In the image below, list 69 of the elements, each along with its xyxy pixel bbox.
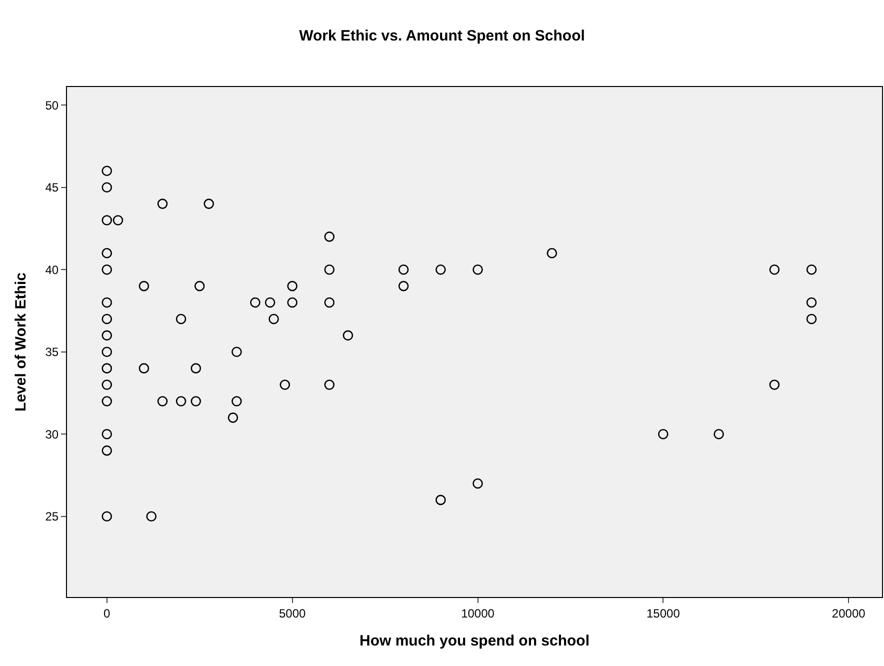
point bbox=[436, 494, 446, 506]
y-tick-label: 35 bbox=[45, 345, 59, 360]
point bbox=[324, 264, 335, 275]
point bbox=[287, 280, 298, 292]
point bbox=[472, 264, 483, 275]
x-tick-label: 0 bbox=[104, 606, 111, 620]
point bbox=[102, 346, 112, 358]
point bbox=[324, 380, 335, 390]
y-axis-title: Level of Work Ethic bbox=[12, 272, 30, 412]
point bbox=[190, 363, 202, 374]
point bbox=[806, 314, 817, 324]
point bbox=[102, 314, 112, 324]
x-tick-label: 5000 bbox=[278, 606, 306, 620]
point bbox=[264, 297, 276, 308]
point bbox=[112, 215, 124, 226]
point bbox=[157, 198, 168, 209]
point bbox=[102, 215, 112, 226]
point bbox=[102, 363, 112, 374]
point bbox=[176, 314, 186, 324]
point bbox=[102, 166, 112, 176]
point bbox=[342, 330, 354, 341]
point bbox=[138, 363, 150, 374]
point bbox=[146, 511, 157, 522]
x-tick-label: 10000 bbox=[461, 606, 495, 620]
point bbox=[769, 264, 780, 275]
point bbox=[204, 198, 214, 209]
y-tick-label: 50 bbox=[45, 98, 59, 112]
point bbox=[102, 182, 112, 192]
point bbox=[194, 280, 205, 292]
x-tick-label: 15000 bbox=[646, 606, 680, 620]
point bbox=[102, 330, 112, 341]
point bbox=[232, 396, 242, 406]
point bbox=[398, 280, 409, 292]
point bbox=[287, 297, 298, 308]
point bbox=[546, 248, 558, 258]
point bbox=[138, 280, 150, 292]
point bbox=[769, 380, 780, 390]
point bbox=[268, 314, 279, 324]
y-tick-label: 30 bbox=[45, 427, 59, 442]
point bbox=[232, 346, 242, 358]
point bbox=[190, 396, 202, 406]
point bbox=[436, 264, 446, 275]
point bbox=[102, 248, 112, 258]
point bbox=[806, 264, 817, 275]
x-tick-label: 20000 bbox=[832, 606, 866, 620]
point bbox=[280, 380, 290, 390]
point bbox=[250, 297, 260, 308]
point bbox=[102, 396, 112, 406]
point bbox=[176, 396, 186, 406]
point bbox=[102, 380, 112, 390]
x-axis-title: How much you spend on school bbox=[359, 632, 590, 650]
point bbox=[228, 412, 238, 423]
y-tick-label: 25 bbox=[45, 510, 59, 524]
point bbox=[714, 428, 724, 440]
point bbox=[472, 478, 483, 489]
point bbox=[324, 297, 335, 308]
y-tick-label: 45 bbox=[45, 180, 59, 195]
point bbox=[102, 297, 112, 308]
point bbox=[398, 264, 409, 275]
point bbox=[324, 232, 335, 242]
point bbox=[102, 264, 112, 275]
y-tick-label: 40 bbox=[45, 262, 59, 277]
point bbox=[102, 511, 112, 522]
point bbox=[102, 428, 112, 440]
point bbox=[658, 428, 668, 440]
point bbox=[806, 297, 817, 308]
chart-title: Work Ethic vs. Amount Spent on School bbox=[299, 27, 585, 44]
point bbox=[102, 445, 112, 456]
point bbox=[157, 396, 168, 406]
